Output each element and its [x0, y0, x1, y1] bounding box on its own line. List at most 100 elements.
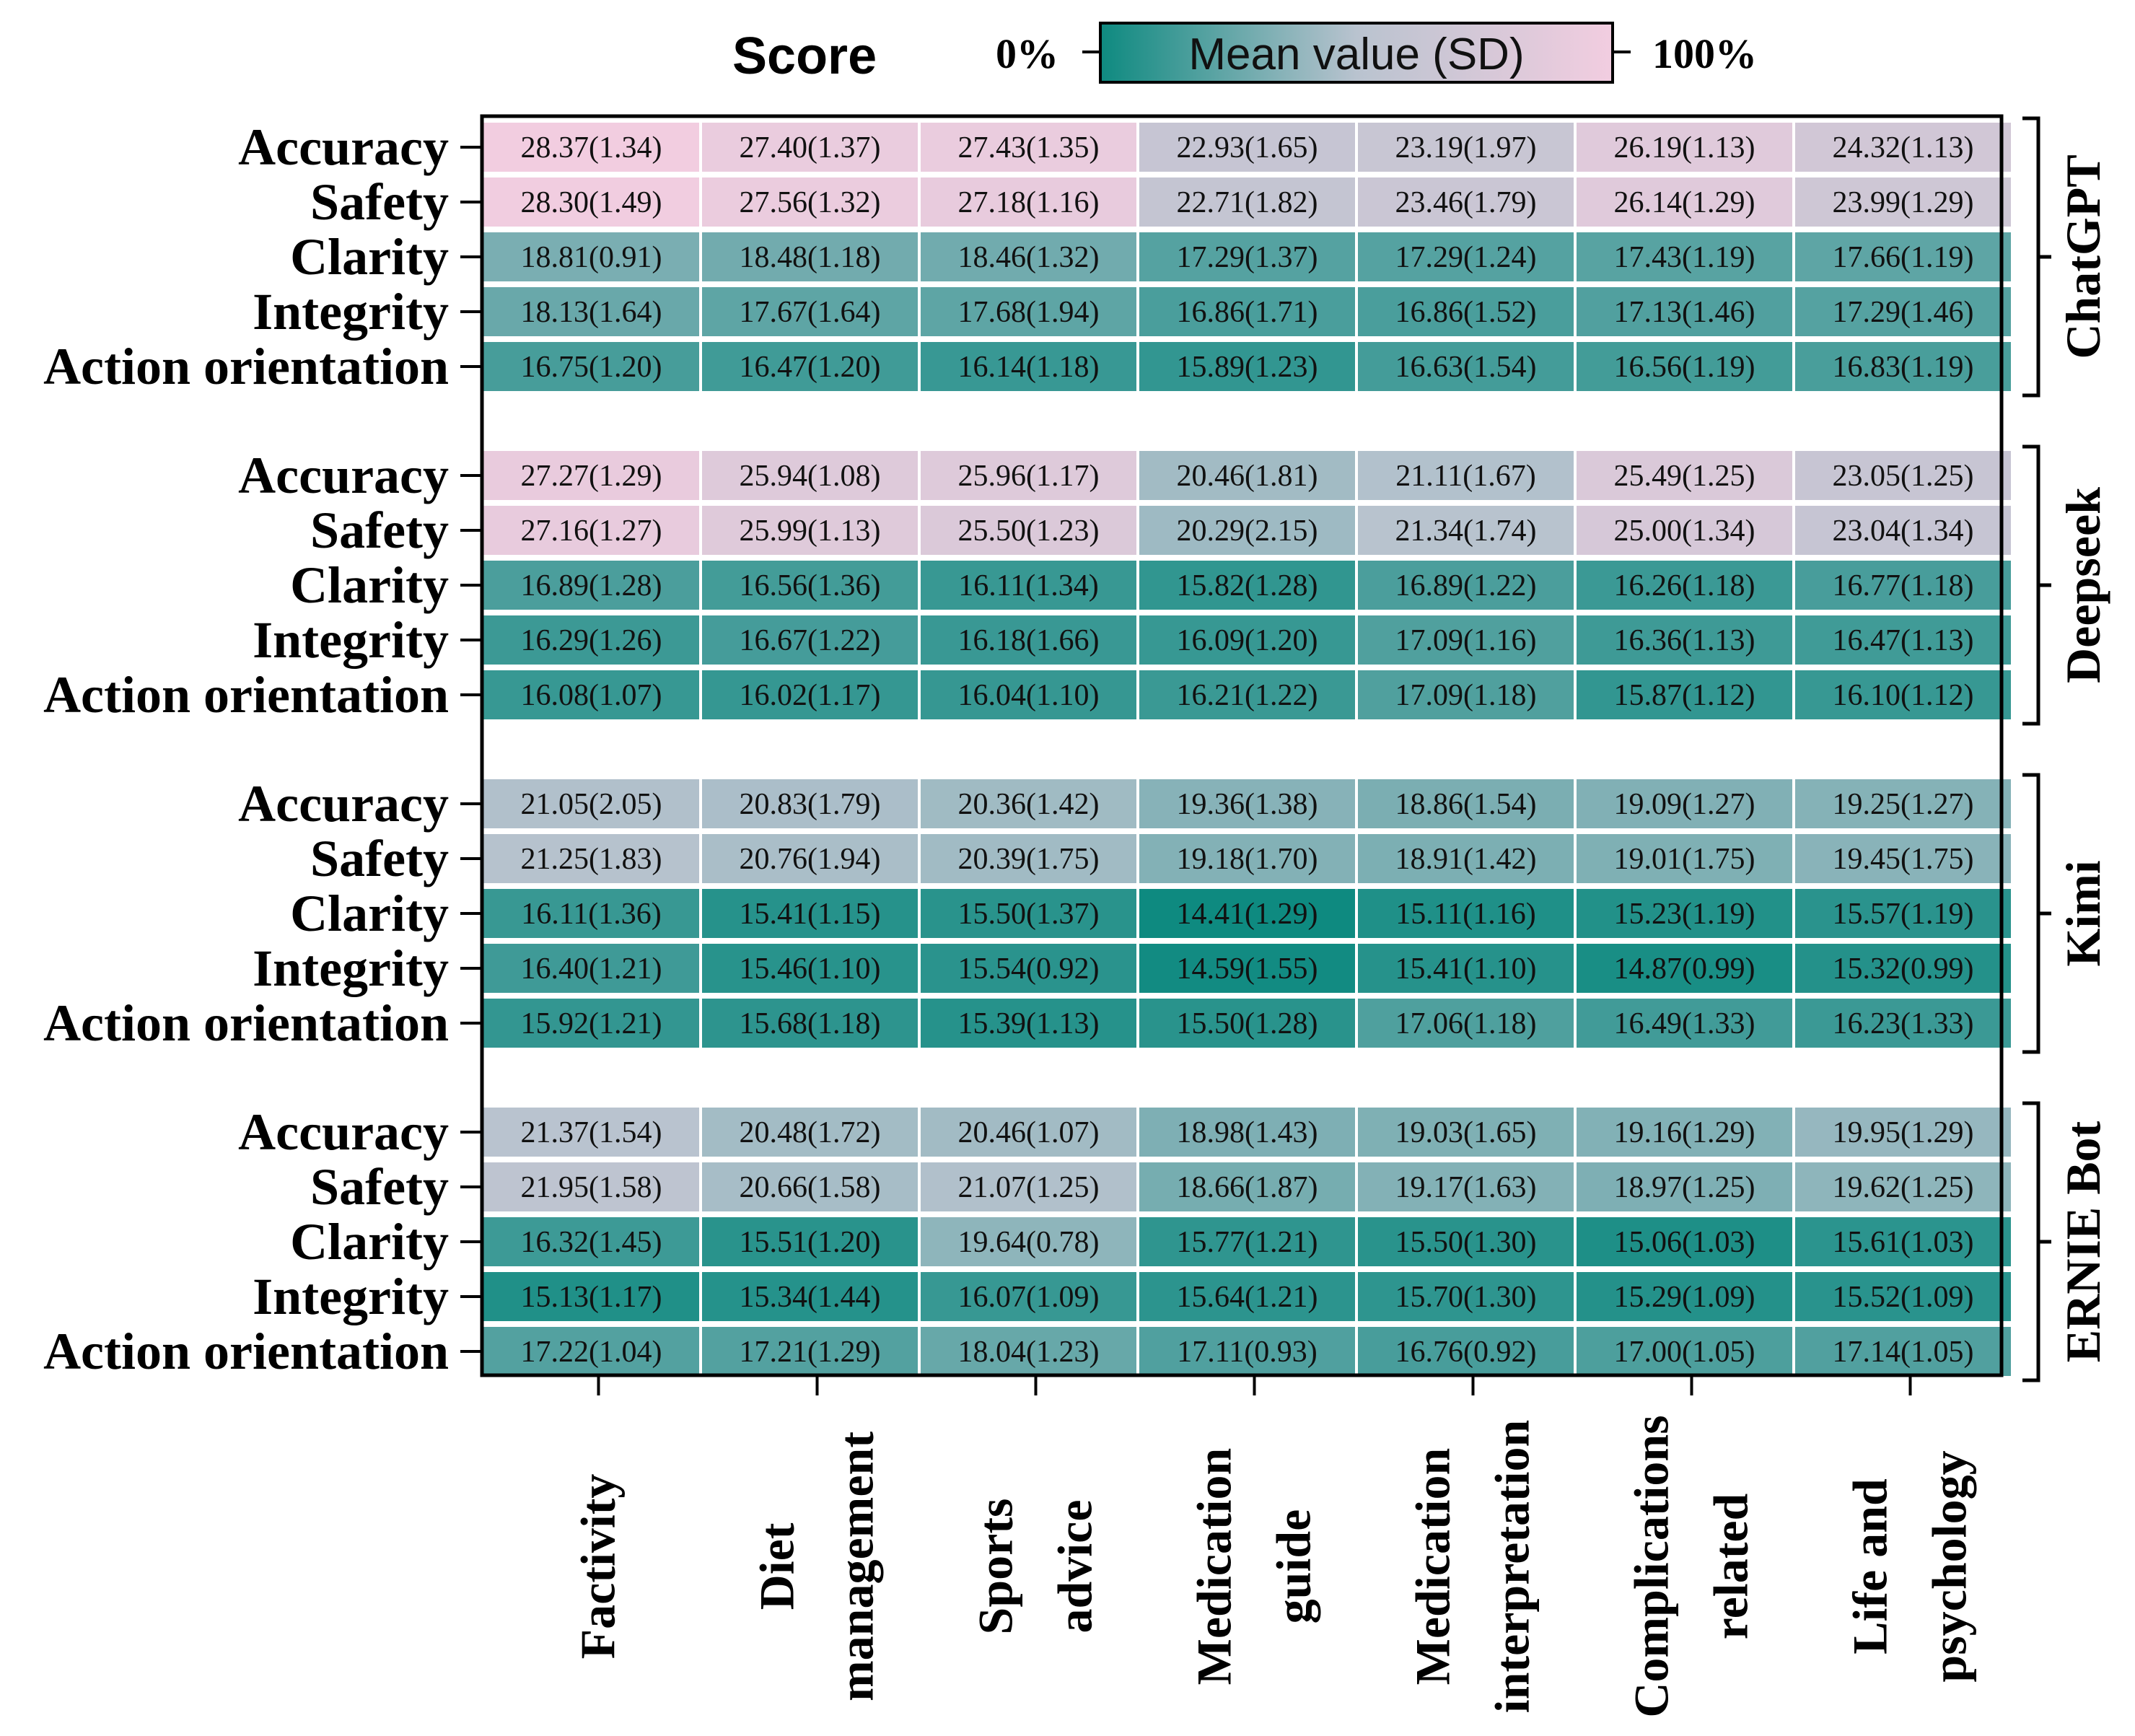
heatmap-cell [702, 287, 918, 336]
heatmap-cell [483, 1108, 699, 1157]
cell-value: 16.09(1.20) [1177, 624, 1318, 657]
row-label-kimi-accuracy: Accuracy [238, 775, 449, 833]
cell-value: 21.11(1.67) [1395, 460, 1535, 493]
heatmap-cell [1795, 670, 2011, 719]
heatmap-cell [1358, 232, 1574, 281]
heatmap-cell [1358, 1108, 1574, 1157]
cell-value: 17.06(1.18) [1395, 1007, 1537, 1040]
row-label-ernie-bot-action-orientation: Action orientation [43, 1323, 449, 1380]
heatmap-cell [483, 1272, 699, 1321]
column-label-diet-management-line-2: management [829, 1432, 884, 1701]
heatmap-cell [1795, 177, 2011, 227]
heatmap-cell [1139, 999, 1355, 1048]
cell-value: 18.86(1.54) [1395, 788, 1537, 821]
cell-value: 23.99(1.29) [1833, 186, 1974, 219]
cell-value: 16.75(1.20) [521, 351, 662, 384]
column-label-life-and-psychology-line-1: Life and [1843, 1478, 1898, 1654]
heatmap-cell [1577, 1162, 1792, 1211]
row-label-deepseek-clarity: Clarity [290, 556, 449, 614]
heatmap-cell [921, 123, 1136, 172]
column-label-complications-related-line-2: related [1704, 1493, 1758, 1639]
heatmap-cell [1577, 1327, 1792, 1376]
cell-value: 20.48(1.72) [740, 1116, 881, 1149]
heatmap-cell [702, 999, 918, 1048]
row-label-chatgpt-accuracy: Accuracy [238, 118, 449, 176]
heatmap-cell [1795, 1327, 2011, 1376]
heatmap-cell [483, 779, 699, 828]
heatmap-cell [483, 615, 699, 665]
cell-value: 27.27(1.29) [521, 460, 662, 493]
cell-value: 23.19(1.97) [1395, 131, 1537, 165]
heatmap-cell [1795, 1217, 2011, 1266]
row-label-deepseek-action-orientation: Action orientation [43, 666, 449, 724]
cell-value: 28.30(1.49) [521, 186, 662, 219]
column-label-life-and-psychology-line-2: psychology [1922, 1450, 1977, 1682]
row-label-deepseek-safety: Safety [310, 501, 449, 559]
cell-value: 16.08(1.07) [521, 679, 662, 712]
cell-value: 18.81(0.91) [521, 241, 662, 274]
heatmap-cell [702, 779, 918, 828]
group-bracket-deepseek [2022, 444, 2051, 726]
cell-value: 16.29(1.26) [521, 624, 662, 657]
heatmap-cell [1139, 506, 1355, 555]
cell-value: 14.59(1.55) [1177, 952, 1318, 986]
cell-value: 15.13(1.17) [521, 1281, 662, 1314]
heatmap-cell [1358, 506, 1574, 555]
cell-value: 16.04(1.10) [958, 679, 1100, 712]
column-label-medication-guide-line-1: Medication [1187, 1448, 1242, 1685]
cell-value: 17.29(1.37) [1177, 241, 1318, 274]
cell-value: 15.61(1.03) [1833, 1226, 1974, 1259]
cell-value: 19.95(1.29) [1833, 1116, 1974, 1149]
heatmap-cell [1795, 1162, 2011, 1211]
heatmap-cell [1577, 506, 1792, 555]
heatmap-cell [483, 506, 699, 555]
cell-value: 19.16(1.29) [1614, 1116, 1755, 1149]
heatmap-cell [1139, 287, 1355, 336]
cell-value: 17.22(1.04) [521, 1336, 662, 1369]
heatmap-cell [1139, 342, 1355, 391]
cell-value: 15.64(1.21) [1177, 1281, 1318, 1314]
heatmap-cell [1139, 1272, 1355, 1321]
heatmap-cell [483, 834, 699, 883]
group-label-deepseek: Deepseek [2056, 487, 2110, 683]
cell-value: 20.29(2.15) [1177, 514, 1318, 548]
column-label-sports-advice-line-2: advice [1048, 1499, 1102, 1633]
column-label-medication-interpretation-line-1: Medication [1406, 1448, 1460, 1685]
group-bracket-kimi [2022, 773, 2051, 1054]
heatmap-cell [483, 1217, 699, 1266]
heatmap-cell [1139, 1327, 1355, 1376]
chart-title: Score [732, 27, 877, 85]
heatmap-cell [921, 342, 1136, 391]
cell-value: 15.77(1.21) [1177, 1226, 1318, 1259]
cell-value: 19.01(1.75) [1614, 843, 1755, 876]
heatmap-cell [1795, 561, 2011, 610]
heatmap-cell [1795, 615, 2011, 665]
heatmap-cell [702, 342, 918, 391]
cell-value: 16.21(1.22) [1177, 679, 1318, 712]
cell-value: 19.09(1.27) [1614, 788, 1755, 821]
cell-value: 17.29(1.46) [1833, 296, 1974, 329]
heatmap-cell [1358, 615, 1574, 665]
heatmap-cell [1139, 451, 1355, 500]
heatmap-cell [1795, 1108, 2011, 1157]
cell-value: 26.19(1.13) [1614, 131, 1755, 165]
heatmap-cell [1795, 287, 2011, 336]
cell-value: 16.76(0.92) [1395, 1336, 1537, 1369]
heatmap-cell [921, 834, 1136, 883]
heatmap-cell [702, 506, 918, 555]
cell-value: 16.02(1.17) [740, 679, 881, 712]
cell-value: 21.37(1.54) [521, 1116, 662, 1149]
heatmap-cell [483, 177, 699, 227]
cell-value: 23.04(1.34) [1833, 514, 1974, 548]
cell-value: 16.11(1.34) [958, 569, 1098, 602]
cell-value: 17.68(1.94) [958, 296, 1100, 329]
cell-value: 20.83(1.79) [740, 788, 881, 821]
cell-value: 25.50(1.23) [958, 514, 1100, 548]
heatmap-cell [1139, 615, 1355, 665]
group-bracket-ernie-bot [2022, 1101, 2051, 1382]
cell-value: 25.99(1.13) [740, 514, 881, 548]
heatmap-cell [1795, 506, 2011, 555]
cell-value: 15.70(1.30) [1395, 1281, 1537, 1314]
heatmap-cell [1795, 834, 2011, 883]
heatmap-cell [1795, 342, 2011, 391]
